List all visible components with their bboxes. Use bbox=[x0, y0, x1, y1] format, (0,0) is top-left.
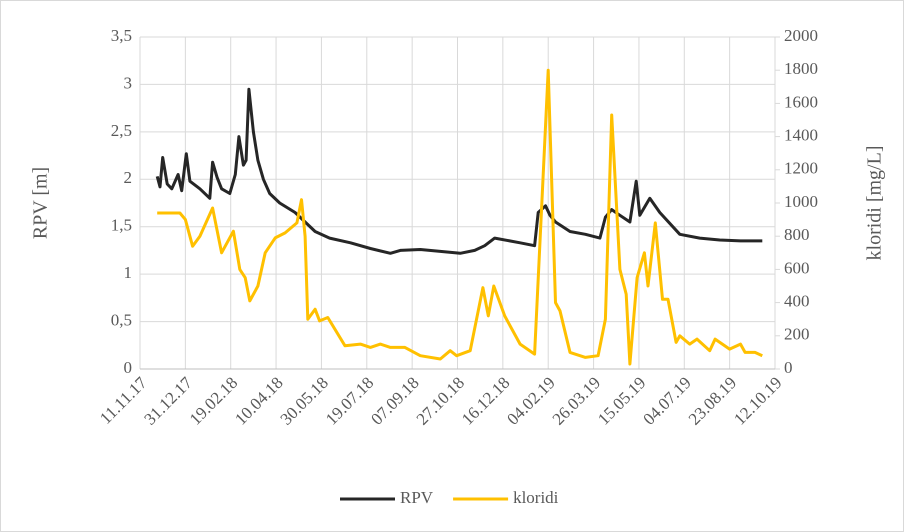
series-line bbox=[157, 68, 763, 366]
y-axis-label: RPV [m] bbox=[30, 167, 52, 239]
series-line bbox=[155, 87, 763, 255]
y-tick-label: 1,5 bbox=[111, 216, 132, 235]
y-tick-label: 3 bbox=[124, 73, 133, 92]
y2-tick-label: 200 bbox=[784, 325, 810, 344]
y-tick-label: 2,5 bbox=[111, 121, 132, 140]
legend-label: kloridi bbox=[513, 488, 559, 507]
y2-axis-label: kloridi [mg/L] bbox=[864, 146, 886, 261]
y2-tick-label: 1600 bbox=[784, 92, 818, 111]
y2-tick-label: 2000 bbox=[784, 26, 818, 45]
y-tick-label: 3,5 bbox=[111, 26, 132, 45]
y-tick-label: 2 bbox=[124, 168, 133, 187]
y2-tick-label: 800 bbox=[784, 225, 810, 244]
y2-tick-label: 400 bbox=[784, 292, 810, 311]
legend-label: RPV bbox=[400, 488, 434, 507]
y-tick-label: 0,5 bbox=[111, 310, 132, 329]
y-tick-label: 0 bbox=[124, 358, 133, 377]
y2-tick-label: 1400 bbox=[784, 126, 818, 145]
y2-tick-label: 1200 bbox=[784, 159, 818, 178]
y2-tick-label: 0 bbox=[784, 358, 793, 377]
y2-tick-label: 1000 bbox=[784, 192, 818, 211]
y2-tick-label: 1800 bbox=[784, 59, 818, 78]
y2-tick-label: 600 bbox=[784, 258, 810, 277]
y-tick-label: 1 bbox=[124, 263, 133, 282]
